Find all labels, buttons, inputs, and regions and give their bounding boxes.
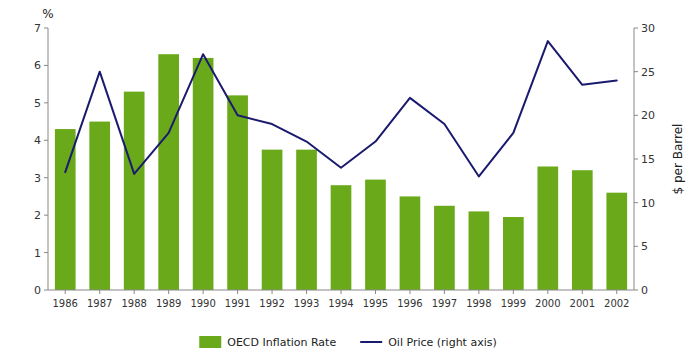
y2-tick [634,28,638,29]
legend-label: OECD Inflation Rate [227,336,336,349]
y2-tick-label: 20 [641,109,655,122]
y-tick-label: 0 [34,284,41,297]
y2-tick-label: 0 [641,284,648,297]
bar [606,193,627,290]
x-tick [341,290,342,294]
x-tick [203,290,204,294]
bar [537,166,558,290]
bar [158,54,179,290]
y2-tick-label: 10 [641,197,655,210]
y-tick [44,215,48,216]
bar [124,92,145,290]
bar [365,180,386,290]
y2-tick-label: 5 [641,240,648,253]
bar [89,122,110,290]
y2-tick-label: 25 [641,66,655,79]
y-tick-label: 1 [34,247,41,260]
x-tick-label: 1986 [53,298,78,309]
y-tick-label: 3 [34,172,41,185]
x-tick-label: 1998 [466,298,491,309]
x-tick-label: 1999 [501,298,526,309]
bar [400,196,421,290]
x-tick-label: 1987 [87,298,112,309]
x-tick [65,290,66,294]
y-tick [44,65,48,66]
x-tick-label: 1994 [328,298,353,309]
y-tick [44,102,48,103]
y2-tick [634,246,638,247]
y2-tick [634,115,638,116]
legend: OECD Inflation Rate Oil Price (right axis… [199,336,497,349]
line [65,41,617,176]
x-tick-label: 1993 [294,298,319,309]
y-axis-label: % [42,7,53,21]
y-tick-label: 4 [34,134,41,147]
x-tick-label: 1990 [190,298,215,309]
x-tick [478,290,479,294]
y-tick [44,140,48,141]
x-tick-label: 1997 [432,298,457,309]
y-tick [44,290,48,291]
y-tick-label: 5 [34,97,41,110]
bar [262,150,283,290]
x-tick-label: 1989 [156,298,181,309]
bar [469,211,490,290]
y2-tick-label: 30 [641,22,655,35]
y-tick [44,252,48,253]
bar [434,206,455,290]
x-tick [375,290,376,294]
x-tick [582,290,583,294]
bar [503,217,524,290]
bar [572,170,593,290]
x-tick-label: 2000 [535,298,560,309]
legend-item: Oil Price (right axis) [360,336,497,349]
x-tick [616,290,617,294]
x-tick [168,290,169,294]
x-tick-label: 1991 [225,298,250,309]
y-tick [44,177,48,178]
x-tick [99,290,100,294]
bar [193,58,214,290]
y2-tick-label: 15 [641,153,655,166]
x-tick [237,290,238,294]
chart: 1986 1987 1988 1989 1990 1991 1992 1993 1994 1995… [0,0,696,362]
x-tick [409,290,410,294]
y-axis-line [48,28,49,290]
y-tick-label: 7 [34,22,41,35]
legend-swatch [360,341,382,343]
legend-swatch [199,336,221,348]
x-tick [513,290,514,294]
x-tick [134,290,135,294]
bar [227,95,248,290]
x-tick-label: 1988 [121,298,146,309]
y-tick [44,28,48,29]
legend-item: OECD Inflation Rate [199,336,336,349]
y2-axis-label: $ per Barrel [671,124,685,195]
legend-label: Oil Price (right axis) [388,336,497,349]
marks [55,41,627,290]
x-tick [306,290,307,294]
y2-tick [634,159,638,160]
x-tick [444,290,445,294]
x-tick-label: 1996 [397,298,422,309]
x-tick-label: 1992 [259,298,284,309]
x-tick [272,290,273,294]
y2-tick [634,290,638,291]
bar [296,150,317,290]
y-tick-label: 6 [34,59,41,72]
bar [331,185,352,290]
y-tick-label: 2 [34,209,41,222]
x-tick-label: 2001 [570,298,595,309]
y2-tick [634,71,638,72]
x-tick-label: 2002 [604,298,629,309]
x-tick-label: 1995 [363,298,388,309]
x-tick [547,290,548,294]
y2-tick [634,202,638,203]
